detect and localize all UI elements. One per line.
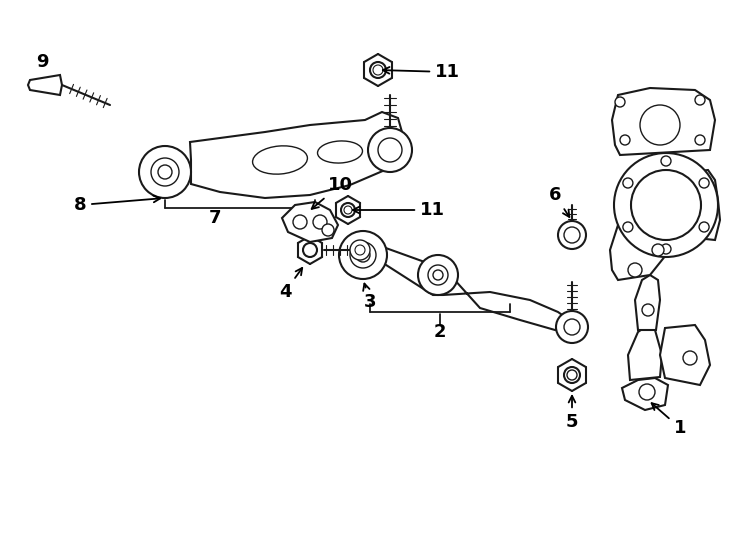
Text: 8: 8 — [73, 195, 160, 214]
Text: 3: 3 — [363, 284, 377, 311]
Circle shape — [639, 384, 655, 400]
Polygon shape — [610, 225, 668, 280]
Polygon shape — [660, 325, 710, 385]
Circle shape — [313, 215, 327, 229]
Text: 5: 5 — [566, 396, 578, 431]
Polygon shape — [190, 112, 402, 198]
Circle shape — [151, 158, 179, 186]
Circle shape — [322, 224, 334, 236]
Polygon shape — [628, 325, 662, 380]
Polygon shape — [612, 88, 715, 155]
Circle shape — [620, 135, 630, 145]
Circle shape — [355, 245, 365, 255]
Polygon shape — [383, 247, 572, 332]
Circle shape — [623, 222, 633, 232]
Text: 7: 7 — [208, 209, 221, 227]
Circle shape — [640, 105, 680, 145]
Circle shape — [628, 263, 642, 277]
Circle shape — [699, 222, 709, 232]
Circle shape — [615, 97, 625, 107]
Circle shape — [344, 206, 352, 214]
Circle shape — [614, 153, 718, 257]
Text: 6: 6 — [549, 186, 570, 217]
Polygon shape — [668, 170, 720, 240]
Circle shape — [564, 367, 580, 383]
Circle shape — [631, 170, 701, 240]
Circle shape — [661, 156, 671, 166]
Text: 4: 4 — [279, 268, 302, 301]
Text: 10: 10 — [312, 176, 352, 209]
Circle shape — [378, 138, 402, 162]
Circle shape — [428, 265, 448, 285]
Circle shape — [623, 178, 633, 188]
Circle shape — [652, 244, 664, 256]
Circle shape — [139, 146, 191, 198]
Polygon shape — [622, 378, 668, 410]
Circle shape — [558, 221, 586, 249]
Circle shape — [373, 65, 383, 75]
Circle shape — [695, 135, 705, 145]
Circle shape — [699, 178, 709, 188]
Polygon shape — [635, 275, 660, 330]
Circle shape — [433, 270, 443, 280]
Text: 1: 1 — [652, 403, 686, 437]
Circle shape — [350, 242, 376, 268]
Text: 2: 2 — [434, 323, 446, 341]
Polygon shape — [282, 202, 338, 242]
Circle shape — [564, 319, 580, 335]
Text: 11: 11 — [383, 63, 460, 81]
Circle shape — [695, 95, 705, 105]
Circle shape — [556, 311, 588, 343]
Circle shape — [567, 370, 577, 380]
Circle shape — [341, 203, 355, 217]
Ellipse shape — [252, 146, 308, 174]
Circle shape — [683, 351, 697, 365]
Circle shape — [356, 248, 370, 262]
Circle shape — [564, 227, 580, 243]
Circle shape — [661, 244, 671, 254]
Circle shape — [293, 215, 307, 229]
Circle shape — [370, 62, 386, 78]
Ellipse shape — [318, 141, 363, 163]
Circle shape — [418, 255, 458, 295]
Circle shape — [642, 304, 654, 316]
Circle shape — [303, 243, 317, 257]
Circle shape — [350, 240, 370, 260]
Circle shape — [158, 165, 172, 179]
Text: 9: 9 — [36, 53, 48, 71]
Text: 11: 11 — [353, 201, 445, 219]
Polygon shape — [28, 75, 62, 95]
Circle shape — [339, 231, 387, 279]
Circle shape — [368, 128, 412, 172]
